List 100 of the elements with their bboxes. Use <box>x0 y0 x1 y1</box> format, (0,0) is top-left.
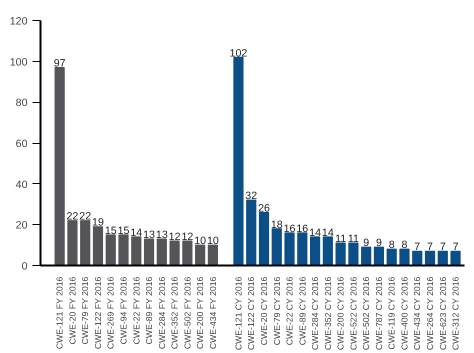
data-label: 18 <box>270 218 283 231</box>
data-label: 12 <box>181 231 194 243</box>
data-label: 8 <box>388 239 395 252</box>
x-tick-label: CWE-400 CY 2016 <box>399 276 410 350</box>
x-tick-label: CWE-434 FY 2016 <box>208 276 218 350</box>
x-tick-label: CWE-623 CY 2016 <box>438 276 448 350</box>
bar <box>170 240 180 266</box>
data-label: 11 <box>335 233 346 246</box>
data-label: 10 <box>206 235 219 248</box>
y-tick-label: 0 <box>22 260 28 272</box>
x-tick-label: CWE-284 FY 2016 <box>156 276 167 350</box>
y-tick-label: 80 <box>16 97 28 110</box>
data-label: 16 <box>284 222 296 235</box>
data-label: 9 <box>363 237 370 250</box>
data-label: 19 <box>92 216 104 229</box>
x-tick-label: CWE-22 CY 2016 <box>284 276 295 346</box>
x-tick-label: CWE-20 FY 2016 <box>67 276 78 344</box>
data-label: 8 <box>402 239 408 252</box>
y-tick-label: 60 <box>16 138 28 150</box>
bar <box>118 234 129 266</box>
bar <box>450 250 461 266</box>
bar <box>399 248 410 266</box>
x-tick-label: CWE-200 CY 2016 <box>336 276 346 350</box>
bar <box>424 250 436 266</box>
data-label: 13 <box>143 228 156 241</box>
data-label: 13 <box>156 228 168 241</box>
data-label: 97 <box>54 57 66 70</box>
x-tick-label: CWE-22 FY 2016 <box>131 276 142 344</box>
x-tick-label: CWE-89 CY 2016 <box>297 276 308 346</box>
data-label: 7 <box>427 241 434 254</box>
data-label: 102 <box>230 47 248 60</box>
data-label: 11 <box>348 233 359 246</box>
x-tick-label: CWE-352 FY 2016 <box>170 276 180 350</box>
bar <box>144 238 154 266</box>
x-tick-label: CWE-89 FY 2016 <box>144 276 154 344</box>
bar <box>54 66 65 266</box>
y-tick-label: 100 <box>10 56 28 68</box>
bar <box>297 232 308 266</box>
bar <box>233 56 244 266</box>
bar <box>106 234 116 266</box>
bar <box>386 248 397 266</box>
data-label: 15 <box>118 224 130 237</box>
x-tick-label: CWE-502 CY 2016 <box>361 276 372 350</box>
x-tick-label: CWE-434 CY 2016 <box>412 276 422 350</box>
bar <box>131 236 142 266</box>
bar <box>374 246 384 266</box>
bar <box>322 236 333 266</box>
bar <box>361 246 372 266</box>
x-tick-label: CWE-264 CY 2016 <box>425 276 436 350</box>
x-tick-label: CWE-121 CY 2016 <box>233 276 244 350</box>
data-label: 32 <box>245 190 258 202</box>
bar <box>156 238 167 266</box>
bar <box>246 200 256 266</box>
x-tick-label: CWE-787 CY 2016 <box>374 276 384 350</box>
y-tick-label: 20 <box>16 220 28 232</box>
data-label: 22 <box>79 210 92 223</box>
bar <box>208 244 218 266</box>
bar <box>92 226 104 266</box>
data-label: 14 <box>322 226 334 239</box>
y-tick-label: 40 <box>16 178 28 191</box>
x-tick-label: CWE-119 CY 2016 <box>386 276 397 350</box>
x-tick-label: CWE-284 CY 2016 <box>310 276 320 350</box>
data-label: 22 <box>66 210 78 223</box>
data-label: 14 <box>130 226 142 239</box>
x-tick-label: CWE-79 FY 2016 <box>80 276 90 344</box>
data-label: 16 <box>296 222 308 235</box>
bar <box>284 232 295 266</box>
bar <box>412 250 422 266</box>
bar <box>310 236 320 266</box>
data-label: 26 <box>258 202 270 214</box>
x-tick-label: CWE-312 CY 2016 <box>450 276 461 350</box>
bar <box>195 244 206 266</box>
bar <box>80 220 90 266</box>
bar <box>336 242 346 266</box>
bar <box>272 228 282 266</box>
x-tick-label: CWE-94 FY 2016 <box>118 276 129 344</box>
x-tick-label: CWE-122 FY 2016 <box>92 276 103 350</box>
data-label: 7 <box>452 241 459 254</box>
data-label: 7 <box>440 241 446 254</box>
x-tick-label: CWE-200 FY 2016 <box>195 276 206 350</box>
x-tick-label: CWE-352 CY 2016 <box>322 276 333 350</box>
x-tick-label: CWE-79 CY 2016 <box>272 276 282 346</box>
data-label: 15 <box>104 224 117 237</box>
x-tick-label: CWE-502 FY 2016 <box>182 276 192 350</box>
y-tick-label: 120 <box>10 16 28 28</box>
data-label: 9 <box>376 237 382 250</box>
bar <box>182 240 192 266</box>
bar <box>258 212 270 266</box>
data-label: 10 <box>194 235 206 248</box>
bar <box>67 220 78 266</box>
data-label: 12 <box>168 231 181 243</box>
data-label: 14 <box>309 226 322 239</box>
bar <box>438 250 448 266</box>
x-tick-label: CWE-20 CY 2016 <box>258 276 269 346</box>
x-tick-label: CWE-122 CY 2016 <box>246 276 256 350</box>
x-tick-label: CWE-269 FY 2016 <box>106 276 116 350</box>
x-tick-label: CWE-522 CY 2016 <box>348 276 358 350</box>
x-tick-label: CWE-121 FY 2016 <box>54 276 65 350</box>
bar <box>348 242 358 266</box>
data-label: 7 <box>414 241 420 254</box>
